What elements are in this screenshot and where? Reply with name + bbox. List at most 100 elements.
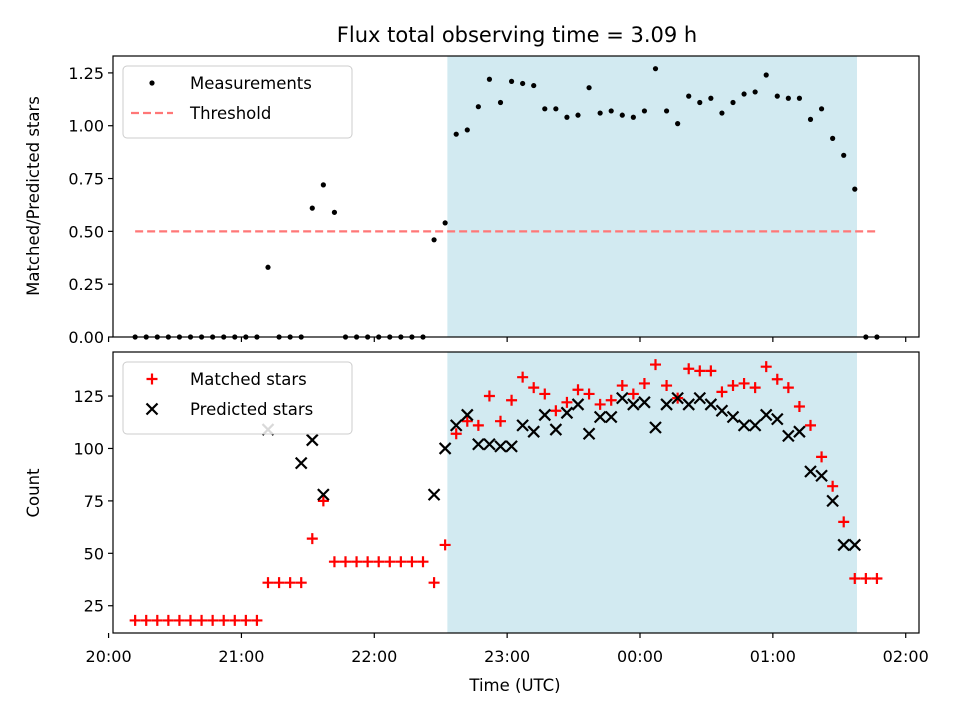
x-ticks: 20:00 21:00 22:00 23:00 00:00 01:00 02:00 — [86, 647, 929, 666]
bottom-series0-point — [871, 572, 883, 584]
bottom-series1-point — [527, 425, 540, 438]
top-ytick-label: 0.50 — [68, 222, 104, 241]
top-series0-point — [309, 205, 315, 211]
xtick-label: 23:00 — [484, 647, 530, 666]
bottom-series1-point — [782, 429, 795, 443]
xtick-label: 21:00 — [218, 647, 264, 666]
bottom-series0-point — [295, 577, 307, 589]
bottom-series0-point — [572, 384, 584, 396]
bottom-series1-point — [848, 538, 862, 552]
x-axis-label: Time (UTC) — [468, 676, 560, 695]
bottom-series0-point — [738, 377, 750, 389]
top-series0-point — [608, 108, 614, 114]
bottom-series0-point — [793, 401, 805, 413]
bottom-series0-point — [605, 394, 617, 406]
bottom-series1-point — [582, 427, 596, 441]
bottom-series0-point — [229, 614, 241, 626]
top-series0-point — [575, 112, 581, 118]
bottom-series0-point — [140, 614, 152, 626]
bottom-series0-point — [240, 614, 252, 626]
bottom-y-axis-label: Count — [24, 468, 43, 518]
bottom-series0-point — [450, 428, 462, 440]
bottom-series0-point — [351, 556, 363, 568]
top-series0-point — [508, 78, 515, 84]
top-legend-label: Measurements — [190, 74, 312, 93]
bottom-series1-point — [483, 437, 496, 451]
bottom-series1-point — [294, 456, 308, 470]
bottom-series1-point — [571, 398, 585, 411]
top-series0-point — [774, 93, 780, 99]
bottom-ytick-label: 50 — [84, 544, 104, 563]
bottom-series1-point — [837, 538, 850, 552]
top-series0-point — [830, 135, 836, 141]
bottom-panel: 25 50 75 100 125 Matched stars Predicted stars — [73, 351, 920, 638]
bottom-series1-point — [693, 391, 707, 405]
top-series0-point — [686, 93, 692, 99]
bottom-series0-point — [782, 382, 794, 394]
bottom-series1-point — [660, 398, 673, 411]
bottom-series0-point — [827, 480, 839, 492]
xtick-label: 01:00 — [750, 647, 796, 666]
bottom-ytick-label: 75 — [84, 492, 104, 511]
top-series0-point — [652, 66, 659, 72]
bottom-series0-point — [162, 614, 174, 626]
bottom-series0-point — [838, 516, 850, 528]
bottom-observing-span — [447, 352, 857, 633]
bottom-series1-point — [726, 410, 740, 424]
top-series0-point — [542, 106, 548, 112]
bottom-series0-point — [340, 556, 351, 568]
bottom-series0-point — [539, 388, 551, 400]
bottom-series0-point — [428, 577, 440, 589]
bottom-series0-point — [727, 380, 739, 392]
bottom-series0-point — [860, 572, 872, 584]
bottom-series1-point — [549, 423, 563, 436]
top-series0-point — [553, 106, 559, 112]
top-series0-point — [796, 95, 803, 101]
bottom-series0-point — [716, 386, 728, 398]
bottom-series1-point — [804, 465, 817, 478]
bottom-legend-swatch — [146, 373, 158, 385]
bottom-series1-point — [505, 440, 518, 453]
bottom-series0-point — [395, 556, 407, 568]
top-series0-point — [619, 112, 625, 118]
bottom-legend-swatch — [145, 402, 159, 416]
top-legend-label: Threshold — [189, 104, 271, 123]
bottom-series0-point — [317, 495, 329, 507]
bottom-series0-point — [650, 359, 661, 371]
bottom-series0-point — [384, 556, 396, 568]
bottom-series1-point — [826, 494, 839, 508]
top-series0-point — [464, 127, 470, 133]
bottom-series0-point — [185, 614, 196, 626]
bottom-series0-point — [561, 396, 573, 408]
top-series0-point — [486, 76, 493, 82]
top-series0-point — [597, 110, 603, 116]
bottom-series0-point — [749, 382, 761, 394]
bottom-series0-point — [550, 405, 562, 417]
bottom-series1-point — [671, 391, 684, 405]
bottom-series0-point — [705, 365, 717, 377]
bottom-series1-point — [704, 398, 718, 411]
bottom-series0-point — [472, 419, 484, 431]
bottom-series0-point — [583, 388, 595, 400]
bottom-series0-point — [218, 614, 230, 626]
top-series0-point — [520, 80, 526, 87]
top-series0-point — [763, 72, 769, 78]
bottom-series0-point — [528, 382, 540, 394]
bottom-series1-point — [737, 419, 751, 432]
bottom-series0-point — [173, 614, 185, 626]
top-ytick-label: 0.75 — [68, 170, 104, 189]
bottom-series1-point — [472, 437, 485, 451]
bottom-series1-point — [317, 488, 330, 501]
bottom-series1-point — [461, 408, 474, 422]
xtick-label: 00:00 — [617, 647, 663, 666]
bottom-legend-label: Predicted stars — [190, 400, 313, 419]
bottom-series1-point — [438, 442, 452, 455]
top-series0-point — [320, 182, 326, 188]
top-series0-point — [630, 114, 636, 120]
top-series0-point — [442, 220, 448, 226]
bottom-series0-point — [129, 614, 141, 626]
bottom-series1-point — [682, 398, 695, 411]
bottom-series0-point — [461, 415, 473, 427]
bottom-series1-point — [449, 419, 463, 432]
bottom-series0-point — [439, 539, 451, 551]
